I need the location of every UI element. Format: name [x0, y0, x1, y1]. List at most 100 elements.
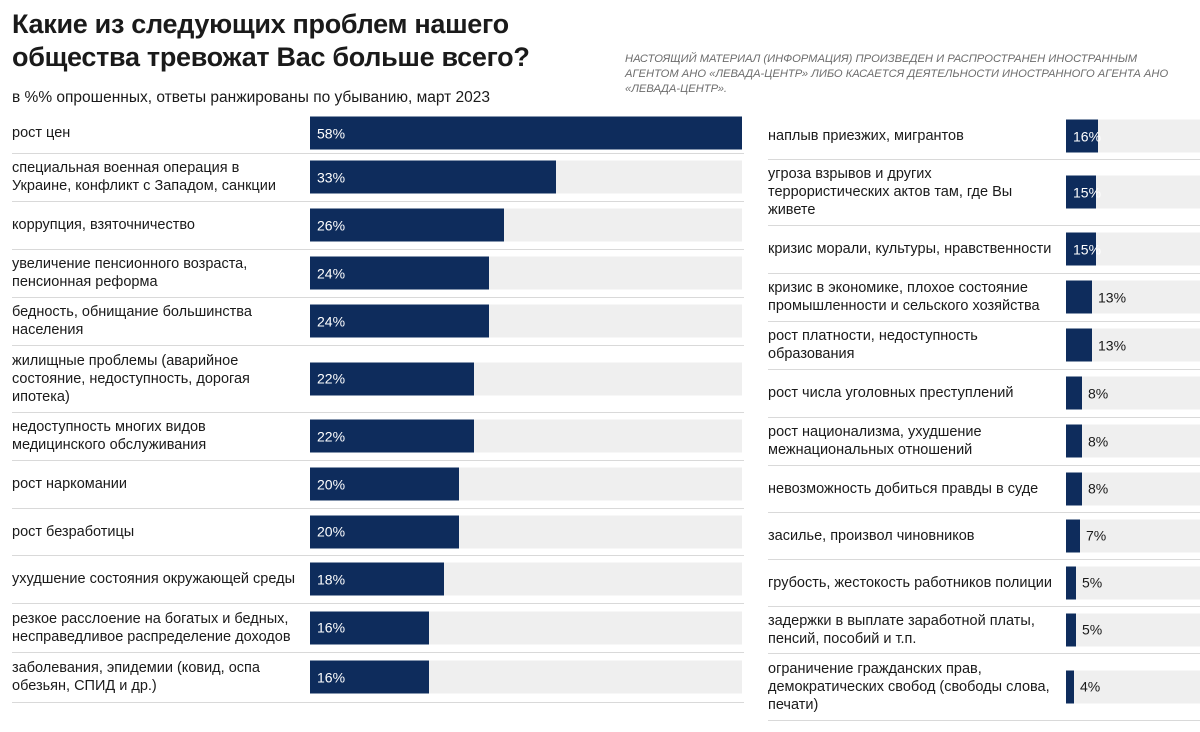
bar-row: рост числа уголовных преступлений 8%: [768, 369, 1200, 418]
bar-track: 5%: [1066, 613, 1200, 646]
bar-value-label: 5%: [1082, 574, 1103, 591]
bar: [1066, 613, 1076, 646]
bar: [310, 562, 444, 596]
bar: [1066, 376, 1082, 410]
bar-row: коррупция, взяточничество 26%: [12, 201, 744, 250]
bar-track: 22%: [310, 419, 742, 453]
bar-value-label: 13%: [1098, 289, 1127, 305]
bar: [310, 467, 459, 501]
bar-value-label: 4%: [1080, 678, 1101, 695]
bar-label: заболевания, эпидемии (ковид, оспа обезь…: [12, 660, 260, 694]
bar-label: невозможность добиться правды в суде: [768, 480, 1039, 497]
bar-label: недоступность многих видов медицинского …: [12, 419, 207, 453]
bar-track: 13%: [1066, 328, 1200, 362]
bar-row: недоступность многих видов медицинского …: [12, 412, 744, 461]
bar: [1066, 566, 1076, 599]
bar: [310, 611, 429, 644]
bar-label: специальная военная операция в Украине, …: [12, 160, 276, 194]
bar: [310, 160, 556, 194]
bar-value-label: 15%: [1073, 184, 1102, 200]
bar-row: рост национализма, ухудшение межнационал…: [768, 417, 1200, 466]
bar-track: 26%: [310, 208, 742, 242]
bar: [1066, 280, 1092, 314]
bar-track: 16%: [1066, 119, 1200, 153]
bar-label: бедность, обнищание большинства населени…: [12, 304, 252, 338]
chart-subtitle: в %% опрошенных, ответы ранжированы по у…: [12, 89, 491, 106]
bar: [1066, 519, 1080, 552]
bar-track: 7%: [1066, 519, 1200, 552]
bar-label: кризис в экономике, плохое состояние про…: [768, 280, 1040, 314]
bar-value-label: 22%: [317, 370, 346, 387]
bar-label: увеличение пенсионного возраста, пенсион…: [12, 256, 248, 290]
bar-value-label: 13%: [1098, 337, 1127, 353]
bar-row: ограничение гражданских прав, демократич…: [768, 653, 1200, 721]
bar-row: кризис в экономике, плохое состояние про…: [768, 273, 1200, 322]
bar-label: рост платности, недоступность образовани…: [768, 328, 978, 362]
bar-value-label: 5%: [1082, 621, 1103, 638]
bar-value-label: 15%: [1073, 241, 1102, 257]
bar-value-label: 7%: [1086, 527, 1107, 544]
bar-row: рост наркомании 20%: [12, 460, 744, 509]
bar-track: 22%: [310, 362, 742, 395]
bar-track: 20%: [310, 515, 742, 548]
bar-label: угроза взрывов и других террористических…: [768, 166, 1013, 218]
bar-label: рост безработицы: [12, 523, 135, 540]
bar: [310, 208, 504, 242]
bar: [1066, 670, 1074, 703]
bar-label: ограничение гражданских прав, демократич…: [768, 660, 1050, 713]
bar-row: засилье, произвол чиновников 7%: [768, 512, 1200, 560]
bar-value-label: 33%: [317, 169, 346, 185]
bar-value-label: 24%: [317, 313, 346, 329]
bar-track: 18%: [310, 562, 742, 596]
bar-row: задержки в выплате заработной платы, пен…: [768, 606, 1200, 654]
bar: [1066, 119, 1098, 153]
bar-value-label: 20%: [317, 523, 346, 540]
bar-row: ухудшение состояния окружающей среды 18%: [12, 555, 744, 604]
bar-label: жилищные проблемы (аварийное состояние, …: [12, 352, 250, 405]
bar-label: засилье, произвол чиновников: [768, 527, 975, 544]
bar-value-label: 16%: [317, 619, 346, 636]
bar-row: бедность, обнищание большинства населени…: [12, 297, 744, 346]
bar-value-label: 24%: [317, 265, 346, 281]
bar-track: 4%: [1066, 670, 1200, 703]
bar-row: резкое расслоение на богатых и бедных, н…: [12, 603, 744, 653]
bar-label: ухудшение состояния окружающей среды: [12, 571, 295, 587]
bar-label: наплыв приезжих, мигрантов: [768, 128, 964, 144]
bar-value-label: 16%: [317, 669, 346, 685]
bar-track: 5%: [1066, 566, 1200, 599]
bar-value-label: 18%: [317, 571, 346, 587]
bar-row: рост безработицы 20%: [12, 508, 744, 556]
bar-value-label: 8%: [1088, 480, 1109, 497]
bar-value-label: 58%: [317, 125, 346, 141]
bar-track: 8%: [1066, 376, 1200, 410]
bar-row: специальная военная операция в Украине, …: [12, 153, 744, 202]
bar-value-label: 20%: [317, 476, 346, 492]
bar-row: жилищные проблемы (аварийное состояние, …: [12, 345, 744, 413]
bar: [310, 256, 489, 290]
bar-row: заболевания, эпидемии (ковид, оспа обезь…: [12, 652, 744, 703]
bar-track: 24%: [310, 256, 742, 290]
bar-label: грубость, жестокость работников полиции: [768, 574, 1052, 591]
bar: [310, 660, 429, 694]
bar-label: рост числа уголовных преступлений: [768, 385, 1014, 401]
bar-track: 20%: [310, 467, 742, 501]
bar: [1066, 472, 1082, 505]
bar: [1066, 175, 1096, 209]
bar-track: 15%: [1066, 175, 1200, 209]
chart-title: Какие из следующих проблем нашего общест…: [12, 9, 530, 72]
bar-label: резкое расслоение на богатых и бедных, н…: [12, 610, 291, 645]
bar-track: 13%: [1066, 280, 1200, 314]
bar-row: наплыв приезжих, мигрантов 16%: [768, 113, 1200, 160]
bar: [310, 116, 742, 150]
bar: [310, 304, 489, 338]
bar-track: 16%: [310, 660, 742, 694]
bar-track: 24%: [310, 304, 742, 338]
bar-label: задержки в выплате заработной платы, пен…: [768, 612, 1035, 647]
bar-row: невозможность добиться правды в суде 8%: [768, 465, 1200, 513]
bar: [310, 419, 474, 453]
bar-label: рост цен: [12, 125, 71, 141]
bar-track: 15%: [1066, 232, 1200, 266]
bar-label: рост наркомании: [12, 476, 127, 492]
bar-track: 33%: [310, 160, 742, 194]
bar: [1066, 424, 1082, 458]
